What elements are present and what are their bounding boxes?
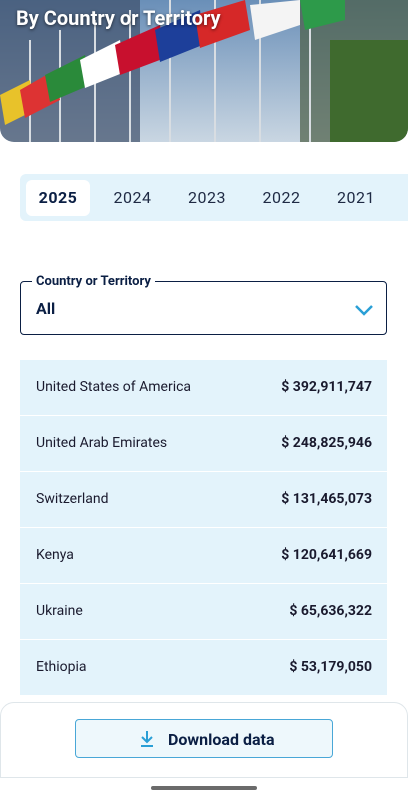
amount: $ 392,911,747: [281, 379, 372, 395]
country-name: Ukraine: [36, 603, 83, 619]
table-row[interactable]: Ukraine $ 65,636,322: [20, 584, 387, 640]
filter-value: All: [36, 299, 56, 318]
year-tab[interactable]: 2022: [262, 188, 301, 207]
table-row[interactable]: Switzerland $ 131,465,073: [20, 472, 387, 528]
download-label: Download data: [168, 730, 275, 749]
amount: $ 248,825,946: [281, 435, 372, 451]
download-button[interactable]: [75, 719, 333, 758]
nav-handle: [151, 786, 257, 790]
country-table: United States of America $ 392,911,747 Uni…: [20, 360, 387, 696]
year-tab[interactable]: 2024: [113, 188, 152, 207]
table-row[interactable]: United Arab Emirates $ 248,825,946: [20, 416, 387, 472]
country-name: United Arab Emirates: [36, 435, 168, 451]
year-tab[interactable]: 2021: [337, 188, 375, 207]
table-row[interactable]: Ethiopia $ 53,179,050: [20, 640, 387, 696]
year-tab[interactable]: 2025: [26, 180, 90, 216]
country-name: Switzerland: [36, 491, 109, 507]
filter-dropdown[interactable]: [20, 281, 387, 335]
amount: $ 65,636,322: [289, 603, 372, 619]
country-name: United States of America: [36, 379, 192, 395]
amount: $ 131,465,073: [281, 491, 372, 507]
table-row[interactable]: United States of America $ 392,911,747: [20, 360, 387, 416]
page-title: By Country or Territory: [16, 6, 221, 30]
filter-label: Country or Territory: [32, 274, 155, 289]
amount: $ 120,641,669: [281, 547, 372, 563]
header-image: [0, 0, 408, 142]
year-tab[interactable]: 2023: [188, 188, 226, 207]
flags-photo: [0, 0, 408, 142]
chevron-icon: [355, 305, 373, 316]
year-tabs: 2025 2024 2023 2022 2021: [20, 174, 408, 221]
amount: $ 53,179,050: [289, 659, 372, 675]
download-icon: [141, 731, 153, 747]
country-name: Kenya: [36, 547, 74, 563]
table-row[interactable]: Kenya $ 120,641,669: [20, 528, 387, 584]
country-name: Ethiopia: [36, 659, 87, 675]
